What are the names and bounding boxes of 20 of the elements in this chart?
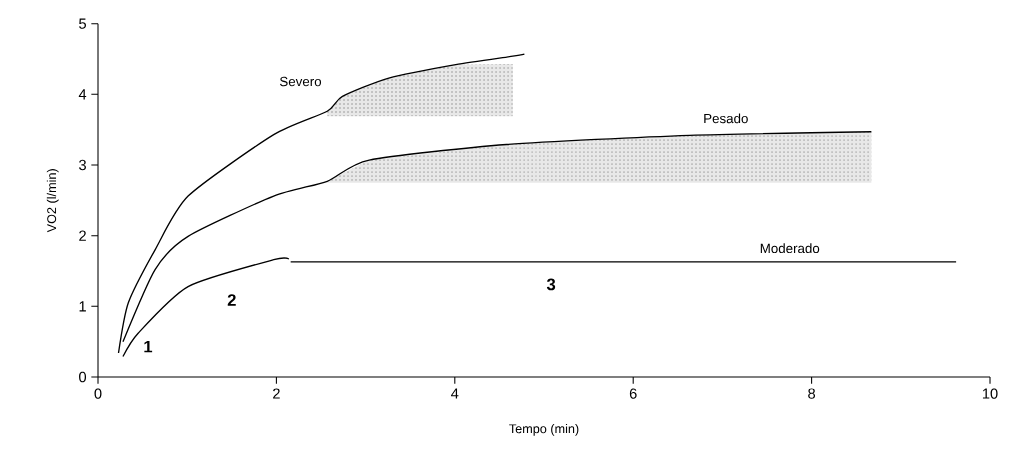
series-label: Moderado [760, 243, 820, 254]
y-tick-label: 3 [79, 159, 86, 171]
series-label: Pesado [704, 113, 748, 124]
annotation: 2 [227, 294, 236, 306]
annotation: 1 [144, 340, 153, 353]
y-tick-label: 5 [79, 18, 86, 29]
annotation: 3 [546, 278, 556, 291]
x-tick-label: 10 [982, 388, 998, 399]
x-tick-label: 2 [273, 388, 280, 399]
x-tick-label: 6 [629, 388, 637, 399]
y-tick-label: 1 [79, 301, 86, 312]
y-axis-title: VO2 (l/min) [46, 169, 59, 233]
x-tick-label: 4 [451, 388, 459, 399]
x-tick-label: 8 [808, 388, 816, 399]
y-tick-label: 2 [79, 230, 86, 241]
y-tick-label: 4 [78, 89, 87, 100]
x-tick-label: 0 [94, 388, 102, 399]
series-label: Severo [279, 76, 322, 87]
y-tick-label: 0 [79, 371, 87, 383]
x-axis-title: Tempo (min) [509, 423, 579, 436]
